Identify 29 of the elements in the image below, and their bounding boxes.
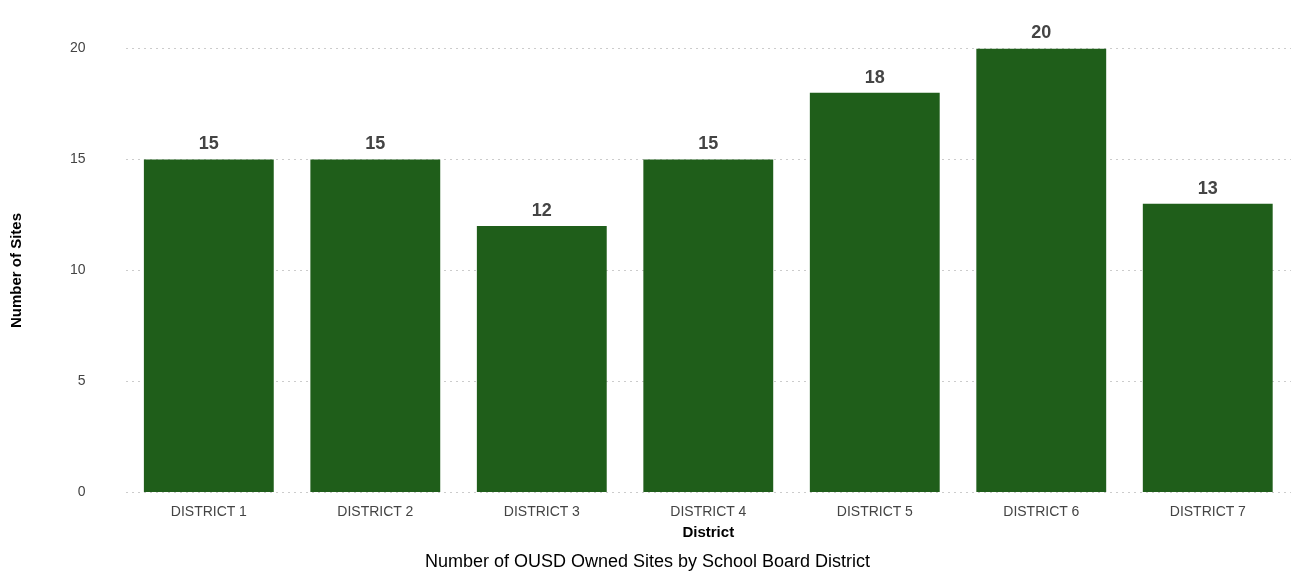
data-label: 12 <box>531 200 552 221</box>
y-tick-label: 5 <box>77 372 86 389</box>
data-label: 15 <box>198 133 219 154</box>
x-tick-label: DISTRICT 7 <box>1169 502 1246 519</box>
x-axis-title: District <box>682 522 735 540</box>
data-label: 15 <box>365 133 386 154</box>
bar <box>476 226 607 493</box>
data-label: 20 <box>1031 22 1052 43</box>
y-tick-label: 15 <box>69 150 86 167</box>
x-tick-label: DISTRICT 6 <box>1003 502 1080 519</box>
y-tick-label: 10 <box>69 261 86 278</box>
x-tick-label: DISTRICT 5 <box>836 502 913 519</box>
bar <box>1142 203 1273 493</box>
data-label: 18 <box>864 66 885 87</box>
bar <box>976 48 1107 493</box>
bar <box>310 159 441 493</box>
bar <box>143 159 274 493</box>
x-tick-label: DISTRICT 4 <box>670 502 747 519</box>
x-tick-label: DISTRICT 1 <box>170 502 248 519</box>
x-tick-label: DISTRICT 2 <box>337 502 414 519</box>
y-tick-label: 0 <box>77 483 86 500</box>
y-tick-label: 20 <box>69 39 86 56</box>
data-label: 13 <box>1197 177 1218 198</box>
bar <box>643 159 774 493</box>
y-axis-title: Number of Sites <box>7 212 25 329</box>
bar <box>809 92 940 493</box>
x-tick-label: DISTRICT 3 <box>503 502 580 519</box>
text: Number of OUSD Owned Sites by School Board District <box>424 551 871 572</box>
data-label: 15 <box>698 133 719 154</box>
